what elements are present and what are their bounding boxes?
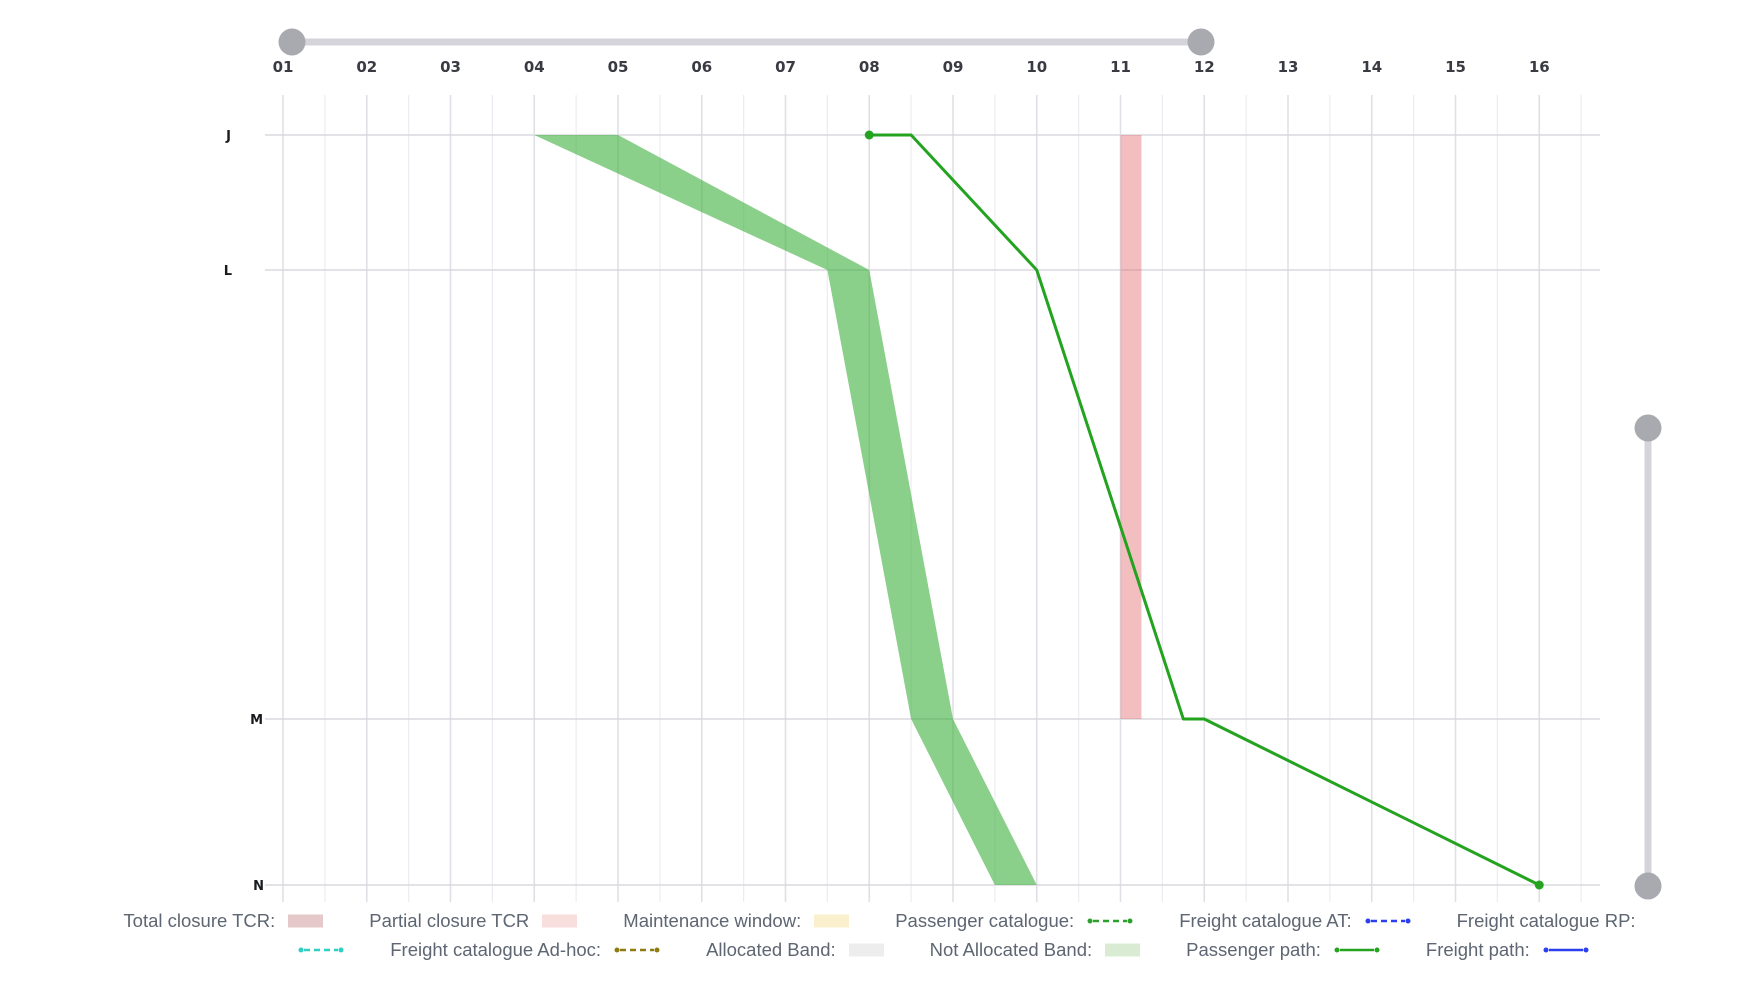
hour-label-01: 01 [273,58,294,76]
legend-item-freight-catalogue-ad-hoc: Freight catalogue Ad-hoc: [390,939,660,961]
station-label-J: J [225,129,231,144]
vertical-scrollbar-handle-bottom[interactable] [1634,872,1662,900]
legend-symbol-passenger-path-solid-icon [1334,945,1380,955]
legend-item-freight-catalogue-rp-symbol [298,945,344,955]
legend-symbol-maintenance-window-swatch-icon [814,914,850,928]
legend-label-partial-closure-tcr: Partial closure TCR [369,909,530,931]
station-label-L: L [224,264,232,279]
legend-symbol-freight-catalogue-rp-symbol-dashed-icon [298,945,344,955]
legend-symbol-freight-path-solid-icon [1543,945,1589,955]
legend-symbol-not-allocated-band-swatch-icon [1105,943,1141,957]
legend-symbol-freight-catalogue-ad-hoc-dashed-icon [614,945,660,955]
passenger-path-end-dot[interactable] [1534,880,1544,890]
hour-label-08: 08 [859,58,880,76]
hour-label-02: 02 [356,58,377,76]
hour-label-11: 11 [1110,58,1131,76]
legend-label-total-closure-tcr: Total closure TCR: [123,909,276,931]
legend-symbol-freight-catalogue-at-dashed-icon [1365,916,1411,926]
hour-label-10: 10 [1026,58,1047,76]
hour-label-05: 05 [608,58,629,76]
hour-label-13: 13 [1278,58,1299,76]
legend-item-passenger-path: Passenger path: [1186,939,1380,961]
legend-symbol-partial-closure-tcr-swatch-icon [542,914,578,928]
legend-item-passenger-catalogue: Passenger catalogue: [895,910,1133,932]
legend-row-1: Total closure TCR: Partial closure TCR Mai… [0,906,1759,935]
legend-label-allocated-band: Allocated Band: [706,938,836,960]
legend-item-maintenance-window: Maintenance window: [623,909,850,932]
legend-label-freight-catalogue-at: Freight catalogue AT: [1179,909,1352,931]
vertical-scrollbar-handle-top[interactable] [1634,414,1662,442]
legend-label-maintenance-window: Maintenance window: [623,909,802,931]
legend-label-not-allocated-band: Not Allocated Band: [929,938,1093,960]
legend-symbol-total-closure-tcr-swatch-icon [288,914,324,928]
legend-label-freight-catalogue-rp: Freight catalogue RP: [1456,909,1636,931]
legend-item-freight-catalogue-at: Freight catalogue AT: [1179,909,1411,932]
hour-label-09: 09 [943,58,964,76]
hour-label-15: 15 [1445,58,1466,76]
legend-symbol-passenger-catalogue-dashed-icon [1087,916,1133,926]
station-label-M: M [250,713,263,728]
legend-item-freight-path: Freight path: [1426,939,1589,961]
passenger-path[interactable] [869,133,1540,887]
legend: Total closure TCR: Partial closure TCR Mai… [0,906,1759,964]
closure-tcr-bar[interactable] [1120,135,1142,719]
legend-item-not-allocated-band: Not Allocated Band: [930,939,1141,961]
hour-label-07: 07 [775,58,796,76]
hour-label-16: 16 [1529,58,1550,76]
legend-label-passenger-catalogue: Passenger catalogue: [895,909,1075,931]
legend-row-2: Freight catalogue Ad-hoc: Allocated Band:… [64,935,1759,964]
legend-item-total-closure-tcr: Total closure TCR: [123,909,324,932]
hour-label-04: 04 [524,58,545,76]
hour-label-03: 03 [440,58,461,76]
station-label-N: N [253,879,264,894]
not-allocated-band[interactable] [534,135,1037,885]
horizontal-scrollbar-handle-left[interactable] [278,28,306,56]
hour-label-06: 06 [691,58,712,76]
legend-item-partial-closure-tcr: Partial closure TCR [369,909,578,932]
legend-label-freight-catalogue-ad-hoc: Freight catalogue Ad-hoc: [390,938,602,960]
legend-item-allocated-band: Allocated Band: [706,939,884,961]
hour-label-12: 12 [1194,58,1215,76]
legend-label-passenger-path: Passenger path: [1186,938,1321,960]
legend-label-freight-path: Freight path: [1425,938,1530,960]
legend-item-freight-catalogue-rp: Freight catalogue RP: [1457,910,1636,932]
hour-label-14: 14 [1361,58,1382,76]
passenger-path-start-dot[interactable] [864,130,874,140]
horizontal-scrollbar-handle-right[interactable] [1187,28,1215,56]
legend-symbol-allocated-band-swatch-icon [848,943,884,957]
